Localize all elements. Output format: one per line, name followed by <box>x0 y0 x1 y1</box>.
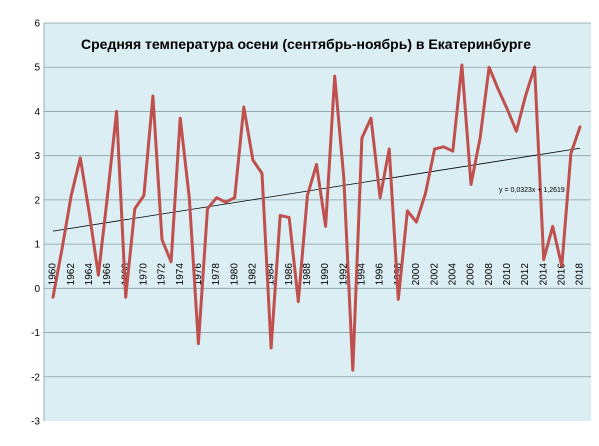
x-tick-label: 1990 <box>320 263 331 286</box>
trendline <box>52 147 581 232</box>
y-tick-label: 2 <box>34 195 40 206</box>
y-axis-tick-labels: -3 -2 -1 0 1 2 3 4 5 6 <box>31 19 40 428</box>
x-tick-label: 2016 <box>556 263 567 286</box>
x-tick-label: 1998 <box>393 263 404 286</box>
gridlines <box>43 22 591 421</box>
x-tick-label: 1988 <box>302 263 313 286</box>
x-tick-label: 2018 <box>575 263 586 286</box>
x-tick-label: 1992 <box>338 263 349 286</box>
x-tick-label: 1960 <box>48 263 59 286</box>
x-tick-label: 2012 <box>520 263 531 286</box>
x-tick-label: 1978 <box>211 263 222 286</box>
x-tick-label: 2006 <box>466 263 477 286</box>
x-tick-label: 1970 <box>139 263 150 286</box>
x-tick-label: 1962 <box>66 263 77 286</box>
series-group <box>51 63 582 372</box>
trendline-group <box>52 147 581 232</box>
y-tick-label: 6 <box>34 19 40 30</box>
x-tick-label: 1982 <box>248 263 259 286</box>
y-tick-label: -1 <box>31 328 40 339</box>
y-tick-label: 5 <box>34 63 40 74</box>
x-tick-label: 1976 <box>193 263 204 286</box>
x-tick-label: 2010 <box>502 263 513 286</box>
x-tick-label: 1996 <box>375 263 386 286</box>
chart-title: Средняя температура осени (сентябрь-нояб… <box>81 36 531 52</box>
x-tick-label: 1980 <box>229 263 240 286</box>
x-tick-label: 2014 <box>538 263 549 286</box>
x-tick-label: 2004 <box>447 263 458 286</box>
x-tick-label: 1984 <box>266 263 277 286</box>
x-tick-label: 1986 <box>284 263 295 286</box>
x-tick-label: 1972 <box>157 263 168 286</box>
y-tick-label: 0 <box>34 284 40 295</box>
plot-area-background <box>44 23 591 421</box>
y-tick-label: 3 <box>34 151 40 162</box>
x-axis-tick-labels: 1960 1962 1964 1966 1968 1970 1972 1974 1976 1978… <box>48 263 586 286</box>
trendline-equation: y = 0,0323x + 1,2619 <box>499 187 565 194</box>
x-tick-label: 2008 <box>484 263 495 286</box>
y-tick-label: 1 <box>34 240 40 251</box>
y-tick-label: 4 <box>34 107 40 118</box>
x-tick-label: 2002 <box>429 263 440 286</box>
x-tick-label: 1994 <box>357 263 368 286</box>
x-tick-label: 2000 <box>411 263 422 286</box>
x-tick-label: 1974 <box>175 263 186 286</box>
x-tick-label: 1964 <box>84 263 95 286</box>
y-tick-label: -3 <box>31 417 40 428</box>
y-tick-label: -2 <box>31 372 40 383</box>
x-tick-label: 1966 <box>102 263 113 286</box>
